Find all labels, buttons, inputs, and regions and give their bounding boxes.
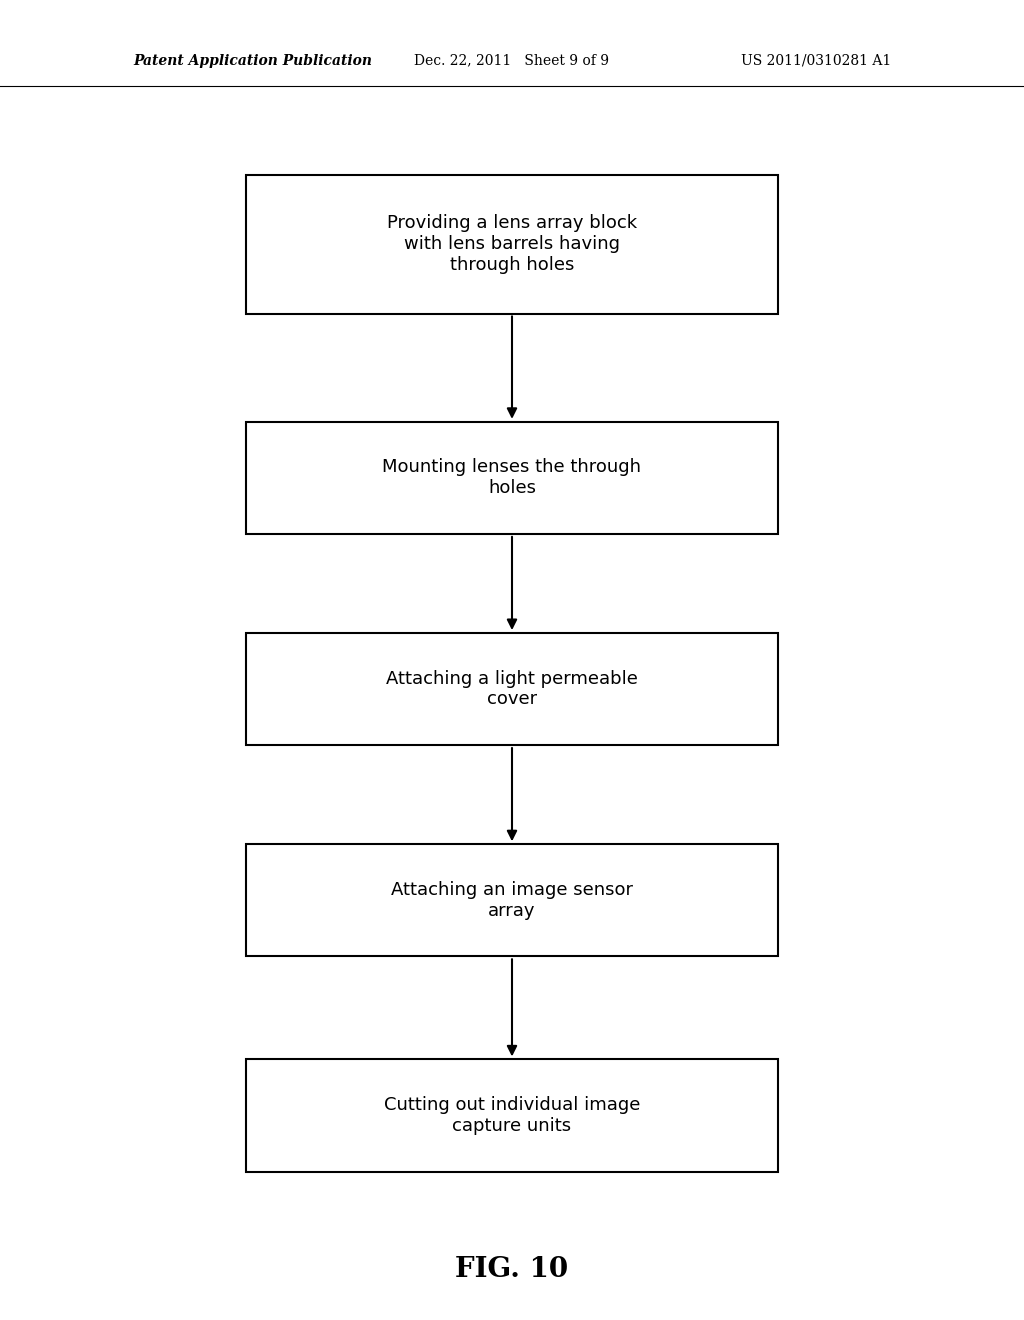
Text: Providing a lens array block
with lens barrels having
through holes: Providing a lens array block with lens b… (387, 214, 637, 275)
FancyBboxPatch shape (246, 634, 778, 744)
Text: Cutting out individual image
capture units: Cutting out individual image capture uni… (384, 1096, 640, 1135)
Text: Patent Application Publication: Patent Application Publication (133, 54, 372, 67)
Text: Mounting lenses the through
holes: Mounting lenses the through holes (383, 458, 641, 498)
Text: FIG. 10: FIG. 10 (456, 1257, 568, 1283)
Text: US 2011/0310281 A1: US 2011/0310281 A1 (740, 54, 891, 67)
FancyBboxPatch shape (246, 1059, 778, 1172)
Text: Attaching an image sensor
array: Attaching an image sensor array (391, 880, 633, 920)
FancyBboxPatch shape (246, 176, 778, 314)
FancyBboxPatch shape (246, 845, 778, 956)
Text: Dec. 22, 2011   Sheet 9 of 9: Dec. 22, 2011 Sheet 9 of 9 (415, 54, 609, 67)
FancyBboxPatch shape (246, 422, 778, 533)
Text: Attaching a light permeable
cover: Attaching a light permeable cover (386, 669, 638, 709)
